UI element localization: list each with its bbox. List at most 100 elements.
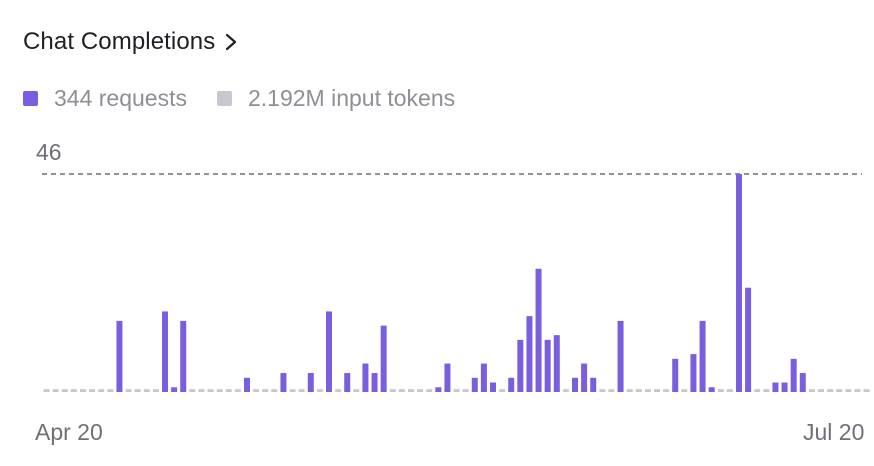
token-bar: [717, 389, 724, 392]
token-bar: [43, 389, 50, 392]
token-bar: [207, 389, 214, 392]
legend-swatch-input-tokens: [216, 91, 232, 106]
request-bar: [344, 373, 351, 392]
token-bar: [70, 389, 77, 392]
request-bar: [581, 363, 588, 392]
request-bar: [690, 354, 697, 392]
token-bar: [626, 389, 633, 392]
request-bar: [444, 363, 451, 392]
token-bar: [599, 389, 606, 392]
token-bar: [417, 389, 424, 392]
request-bar: [371, 373, 378, 392]
legend-item-input-tokens[interactable]: 2.192M input tokens: [216, 85, 456, 112]
token-bar: [134, 389, 141, 392]
token-bar: [808, 389, 815, 392]
token-bar: [836, 389, 843, 392]
x-axis-start-label: Apr 20: [35, 419, 103, 445]
legend-label-input-tokens: 2.192M input tokens: [247, 85, 456, 111]
token-bar: [562, 389, 569, 392]
token-bar: [827, 389, 834, 392]
token-bar: [225, 389, 232, 392]
y-max-label: 46: [36, 139, 62, 165]
request-bar: [572, 377, 578, 392]
token-bar: [298, 389, 305, 392]
token-bar: [271, 389, 278, 392]
token-bar: [654, 389, 660, 392]
token-bar: [89, 389, 96, 392]
token-bar: [763, 389, 770, 392]
token-bar: [189, 389, 196, 392]
token-bar: [398, 389, 405, 392]
token-bar: [608, 389, 615, 392]
request-bar: [490, 382, 496, 392]
chart-title-link[interactable]: Chat Completions: [23, 28, 239, 56]
token-bar: [818, 389, 824, 392]
token-bar: [125, 389, 132, 392]
request-bar: [544, 339, 551, 392]
request-bar: [180, 320, 187, 392]
request-bar: [772, 382, 779, 392]
request-bar: [116, 320, 123, 392]
token-bar: [681, 389, 688, 392]
request-bar: [708, 387, 715, 392]
request-bar: [244, 377, 250, 392]
token-bar: [234, 389, 241, 392]
token-bar: [107, 389, 114, 392]
request-bar: [617, 320, 624, 392]
request-bar: [362, 363, 369, 392]
token-bar: [52, 389, 59, 392]
token-bar: [262, 389, 269, 392]
request-bar: [790, 358, 797, 392]
token-bar: [499, 389, 506, 392]
token-bar: [335, 389, 342, 392]
request-bar: [745, 287, 752, 392]
token-bar: [863, 389, 870, 392]
request-bar: [326, 311, 332, 392]
request-bar: [471, 377, 478, 392]
token-bar: [408, 389, 414, 392]
chart-title: Chat Completions: [23, 28, 216, 55]
token-bar: [289, 389, 296, 392]
token-bar: [462, 389, 469, 392]
token-bar: [80, 389, 86, 392]
request-bar: [526, 316, 533, 392]
request-bar: [162, 311, 168, 392]
token-bar: [726, 389, 733, 392]
legend-swatch-requests: [23, 91, 38, 106]
x-axis-end-label: Jul 20: [803, 419, 864, 445]
request-bar: [480, 363, 487, 392]
token-bar: [854, 389, 861, 392]
request-bar: [307, 373, 314, 392]
token-bar: [453, 389, 460, 392]
token-bar: [152, 389, 159, 392]
request-bar: [517, 339, 524, 392]
token-bar: [61, 389, 68, 392]
request-bar: [736, 174, 742, 392]
token-bar: [253, 389, 260, 392]
token-bar: [316, 389, 323, 392]
request-bar: [672, 358, 679, 392]
token-bar: [644, 389, 651, 392]
legend-item-requests[interactable]: 344 requests: [23, 85, 187, 112]
token-bar: [635, 389, 642, 392]
token-bar: [389, 389, 396, 392]
token-bar: [216, 389, 223, 392]
request-bar: [435, 387, 442, 392]
request-bar: [280, 373, 287, 392]
token-bar: [98, 389, 105, 392]
request-bar: [699, 320, 706, 392]
token-bar: [754, 389, 761, 392]
request-bar: [799, 373, 806, 392]
request-bar: [590, 377, 597, 392]
token-bar: [663, 389, 670, 392]
chevron-right-icon: [226, 33, 237, 51]
request-bar: [508, 377, 515, 392]
legend-label-requests: 344 requests: [54, 85, 187, 111]
request-bar: [535, 268, 542, 392]
token-bar: [353, 389, 360, 392]
token-bar: [143, 389, 150, 392]
request-bar: [781, 382, 788, 392]
request-bar: [171, 387, 178, 392]
token-bar: [426, 389, 433, 392]
